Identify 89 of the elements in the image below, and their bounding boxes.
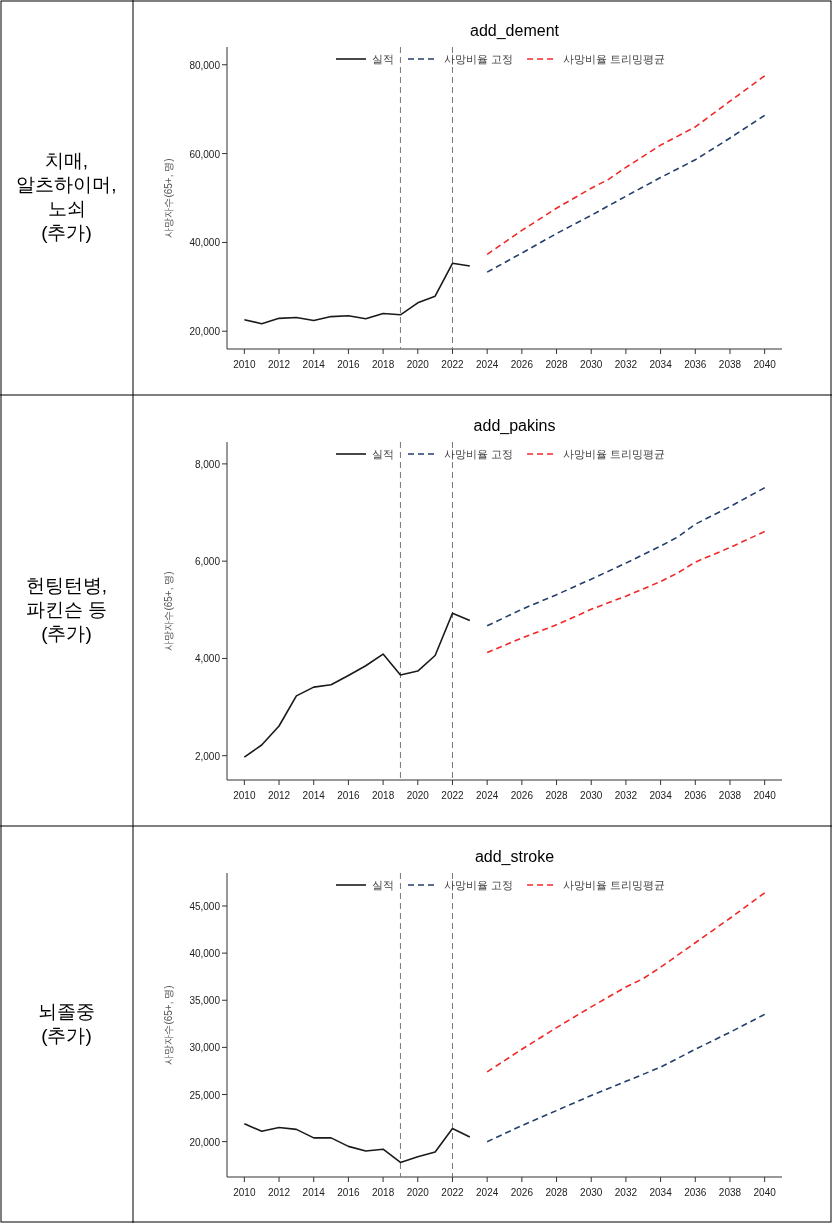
legend-label: 사망비율 트리밍평균 [563,448,666,460]
legend-label: 사망비율 고정 [444,879,514,891]
x-tick-label: 2036 [684,790,707,801]
text: 헌팅턴병, 파킨슨 등 (추가) [25,574,108,644]
x-tick-label: 2030 [580,359,603,370]
x-tick-label: 2018 [371,790,395,801]
x-tick-label: 2038 [718,790,742,801]
x-tick-label: 2034 [649,1187,673,1198]
chart-title: add_pakins [473,417,556,435]
y-tick-label: 8,000 [194,458,221,470]
x-tick-label: 2026 [510,359,534,370]
line-series [486,530,766,654]
chart-title: add_stroke [474,848,555,866]
y-tick-label: 40,000 [189,237,221,249]
x-tick-label: 2032 [614,790,638,801]
line-series [486,114,766,273]
x-tick-label: 2020 [406,1187,430,1198]
y-tick-label: 4,000 [194,653,221,665]
x-tick-label: 2028 [545,790,569,801]
y-axis-title: 사망자수(65+, 명) [163,985,174,1065]
x-tick-label: 2012 [267,1187,291,1198]
y-tick-label: 40,000 [189,948,221,960]
line-series [243,612,471,758]
x-tick-label: 2032 [614,1187,638,1198]
line-series [486,486,766,627]
x-tick-label: 2024 [476,1187,499,1198]
x-tick-label: 2014 [302,359,326,370]
y-tick-label: 60,000 [189,148,221,160]
x-tick-label: 2040 [753,359,777,370]
x-tick-label: 2018 [371,1187,395,1198]
y-tick-label: 6,000 [194,556,221,568]
x-tick-label: 2024 [476,359,499,370]
x-tick-label: 2022 [441,790,465,801]
y-tick-label: 35,000 [189,995,221,1007]
legend-label: 사망비율 트리밍평균 [563,53,666,65]
x-tick-label: 2022 [441,359,465,370]
legend-label: 사망비율 트리밍평균 [563,879,666,891]
x-tick-label: 2012 [267,790,291,801]
y-axis-title: 사망자수(65+, 명) [163,571,174,651]
line-series [243,1122,471,1164]
x-tick-label: 2032 [614,359,638,370]
x-tick-label: 2020 [406,790,430,801]
x-tick-label: 2014 [302,1187,326,1198]
x-tick-label: 2016 [337,1187,360,1198]
x-tick-label: 2026 [510,790,534,801]
x-tick-label: 2026 [510,1187,534,1198]
x-tick-label: 2040 [753,1187,777,1198]
y-tick-label: 30,000 [189,1042,221,1054]
x-tick-label: 2034 [649,790,673,801]
x-tick-label: 2018 [371,359,395,370]
line-series [486,1013,766,1143]
x-tick-label: 2036 [684,359,707,370]
legend-label: 실적 [372,879,394,891]
x-tick-label: 2030 [580,1187,603,1198]
y-tick-label: 80,000 [189,59,221,71]
x-tick-label: 2036 [684,1187,707,1198]
y-tick-label: 45,000 [189,900,221,912]
x-tick-label: 2010 [233,1187,256,1198]
y-tick-label: 20,000 [189,326,221,338]
x-tick-label: 2028 [545,1187,569,1198]
legend-label: 실적 [372,448,394,460]
x-tick-label: 2034 [649,359,673,370]
x-tick-label: 2020 [406,359,430,370]
y-tick-label: 25,000 [189,1089,221,1101]
line-series [243,262,471,325]
line-series [486,75,766,256]
x-tick-label: 2016 [337,790,360,801]
x-tick-label: 2040 [753,790,777,801]
legend-label: 사망비율 고정 [444,448,514,460]
x-tick-label: 2014 [302,790,326,801]
x-tick-label: 2030 [580,790,603,801]
x-tick-label: 2028 [545,359,569,370]
chart-title: add_dement [470,22,560,40]
y-tick-label: 20,000 [189,1136,221,1148]
legend-label: 사망비율 고정 [444,53,514,65]
x-tick-label: 2038 [718,1187,742,1198]
x-tick-label: 2024 [476,790,499,801]
x-tick-label: 2012 [267,359,291,370]
y-axis-title: 사망자수(65+, 명) [163,158,174,238]
text: 치매, 알츠하이머, 노쇠 (추가) [16,149,117,243]
x-tick-label: 2022 [441,1187,465,1198]
x-tick-label: 2010 [233,790,256,801]
x-tick-label: 2010 [233,359,256,370]
x-tick-label: 2038 [718,359,742,370]
x-tick-label: 2016 [337,359,360,370]
text: 뇌졸중 (추가) [38,1000,95,1046]
legend-label: 실적 [372,53,394,65]
y-tick-label: 2,000 [194,750,221,762]
line-series [486,892,766,1073]
